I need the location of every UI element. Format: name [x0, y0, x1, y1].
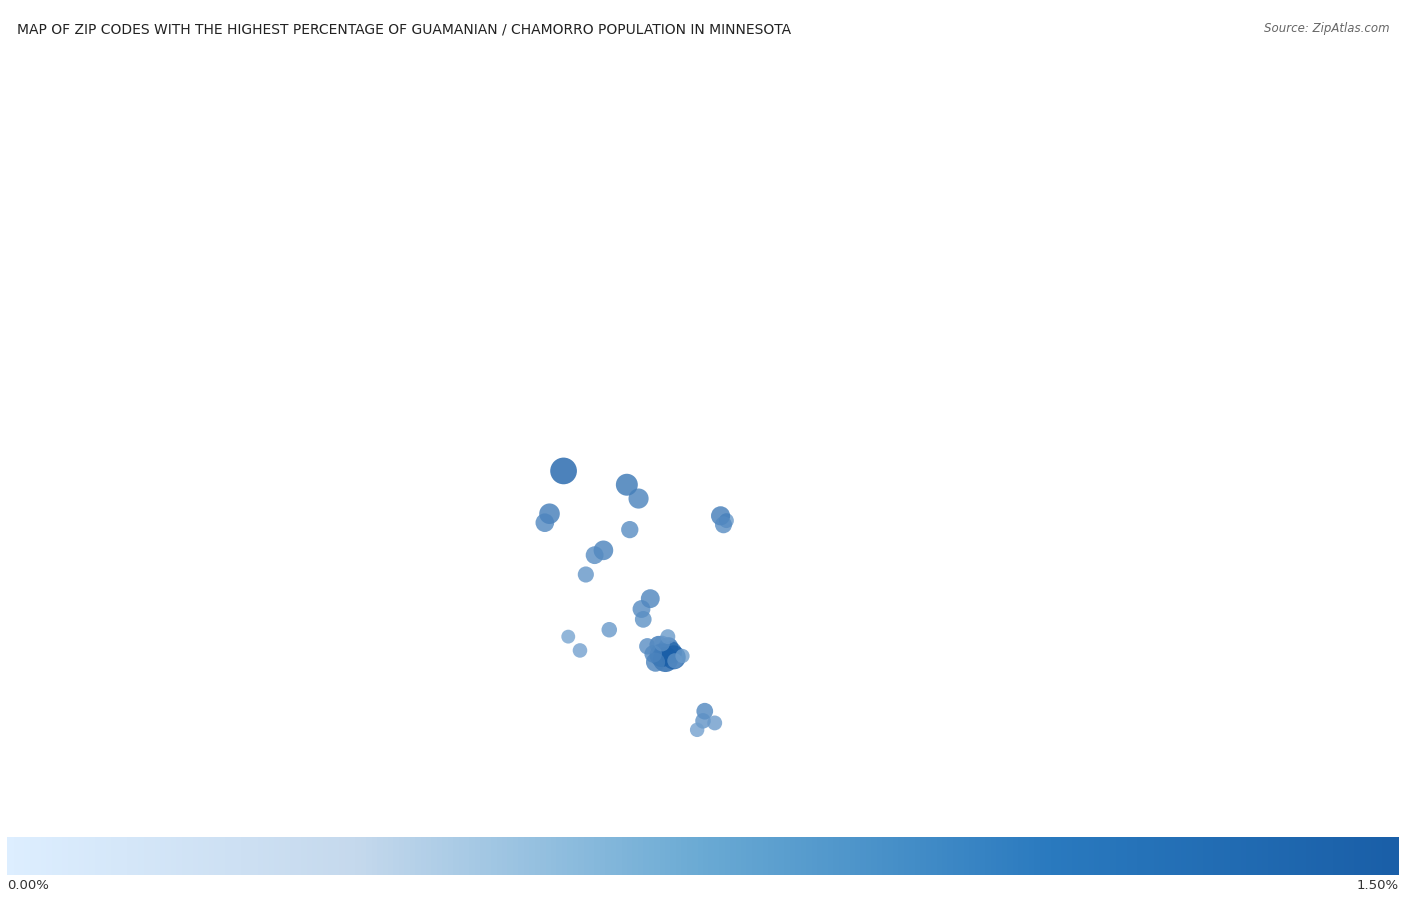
Point — [671, 649, 693, 663]
Point — [627, 492, 650, 506]
Point — [583, 548, 606, 563]
Point — [638, 592, 661, 606]
Point — [533, 515, 555, 530]
Point — [557, 629, 579, 644]
Text: MAP OF ZIP CODES WITH THE HIGHEST PERCENTAGE OF GUAMANIAN / CHAMORRO POPULATION : MAP OF ZIP CODES WITH THE HIGHEST PERCEN… — [17, 22, 792, 37]
Point — [652, 645, 675, 659]
Point — [713, 518, 735, 532]
Point — [650, 648, 672, 663]
Point — [598, 622, 620, 636]
Point — [631, 612, 654, 627]
Point — [659, 645, 682, 660]
Point — [703, 716, 725, 730]
Point — [647, 637, 669, 652]
Point — [553, 464, 575, 478]
Point — [636, 639, 658, 654]
Text: 0.00%: 0.00% — [7, 879, 49, 892]
Point — [575, 567, 598, 582]
Point — [643, 646, 665, 661]
Point — [592, 543, 614, 557]
Point — [644, 655, 666, 670]
Point — [619, 522, 641, 537]
Point — [716, 513, 738, 528]
Point — [538, 506, 561, 521]
Point — [709, 509, 731, 523]
Point — [664, 654, 686, 668]
Point — [651, 636, 673, 651]
Point — [654, 653, 676, 667]
Point — [693, 704, 716, 718]
Point — [616, 477, 638, 492]
Point — [692, 714, 714, 728]
Point — [630, 601, 652, 616]
Point — [657, 640, 679, 654]
Text: 1.50%: 1.50% — [1357, 879, 1399, 892]
Point — [568, 644, 591, 658]
Point — [686, 723, 709, 737]
Text: Source: ZipAtlas.com: Source: ZipAtlas.com — [1264, 22, 1389, 35]
Point — [662, 650, 685, 664]
Point — [657, 629, 679, 644]
